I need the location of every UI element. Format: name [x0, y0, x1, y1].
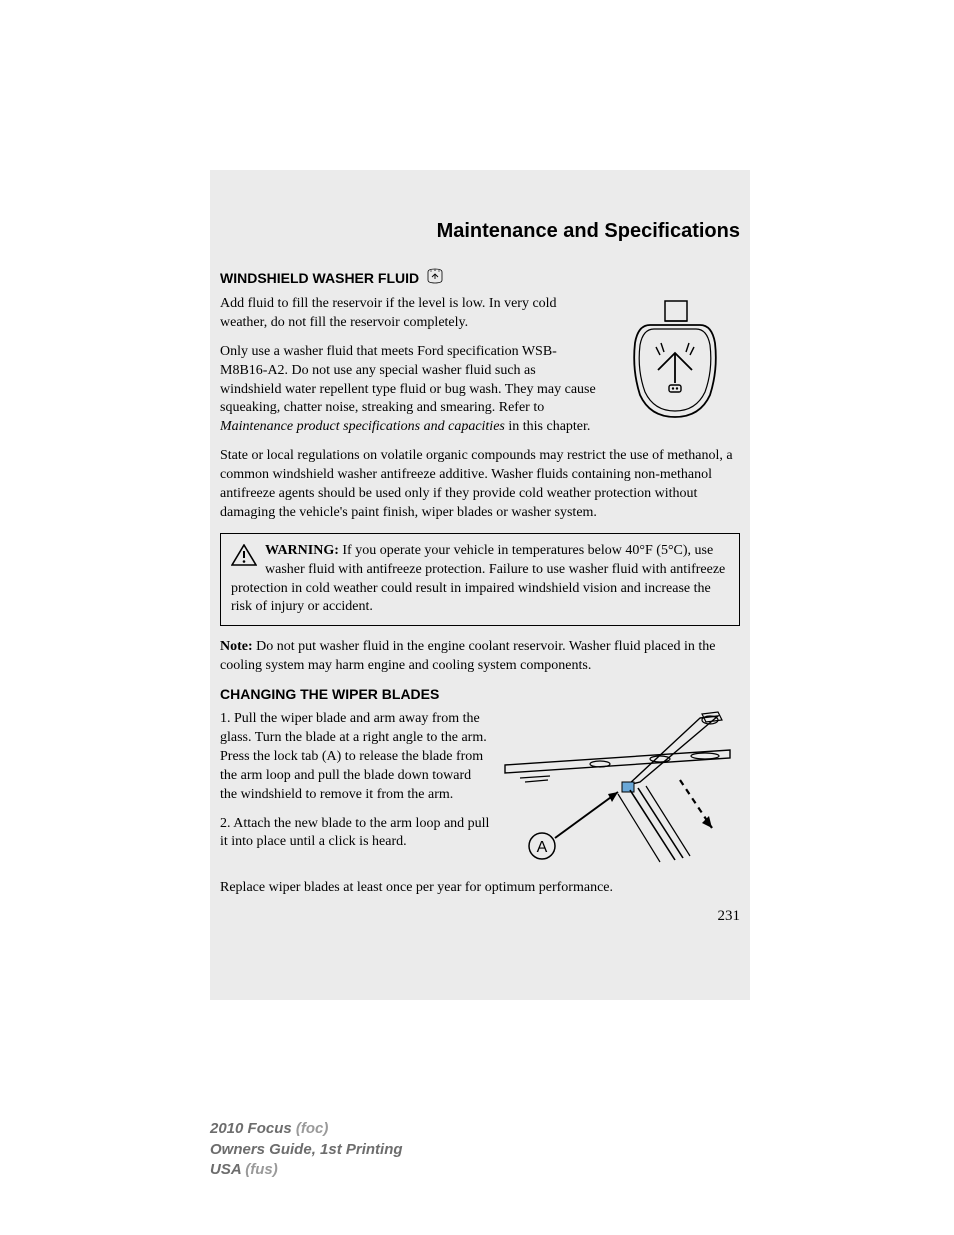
chapter-title: Maintenance and Specifications [220, 220, 740, 243]
footer: 2010 Focus (foc) Owners Guide, 1st Print… [210, 1119, 403, 1180]
footer-line-2: Owners Guide, 1st Printing [210, 1140, 403, 1160]
page-content: Maintenance and Specifications WINDSHIEL… [210, 220, 750, 925]
heading-text: CHANGING THE WIPER BLADES [220, 686, 439, 702]
text-run: in this chapter. [505, 419, 591, 434]
heading-text: WINDSHIELD WASHER FLUID [220, 270, 419, 286]
warning-triangle-icon [231, 544, 257, 573]
reservoir-cap-figure [610, 295, 740, 430]
footer-code: (foc) [296, 1120, 329, 1137]
footer-code: (fus) [245, 1161, 278, 1178]
page-number: 231 [220, 908, 740, 925]
warning-box: WARNING: If you operate your vehicle in … [220, 533, 740, 627]
footer-line-3: USA (fus) [210, 1160, 403, 1180]
section-heading-washer-fluid: WINDSHIELD WASHER FLUID [220, 268, 740, 287]
wiper-blade-block: A 1. Pull the wiper blade and arm away f… [220, 710, 740, 879]
note-paragraph: Note: Do not put washer fluid in the eng… [220, 638, 740, 676]
note-label: Note: [220, 639, 253, 654]
section-heading-wiper-blades: CHANGING THE WIPER BLADES [220, 686, 740, 702]
washer-fluid-icon [425, 268, 445, 287]
diagram-label-a: A [537, 839, 548, 856]
washer-fluid-block: Add fluid to fill the reservoir if the l… [220, 295, 740, 447]
text-run: Only use a washer fluid that meets Ford … [220, 344, 596, 416]
footer-region: USA [210, 1161, 245, 1178]
footer-model: 2010 Focus [210, 1120, 296, 1137]
note-text: Do not put washer fluid in the engine co… [220, 639, 715, 673]
body-paragraph: Replace wiper blades at least once per y… [220, 879, 740, 898]
text-run-italic: Maintenance product specifications and c… [220, 419, 505, 434]
wiper-blade-figure: A [500, 710, 740, 875]
body-paragraph: State or local regulations on volatile o… [220, 447, 740, 523]
footer-line-1: 2010 Focus (foc) [210, 1119, 403, 1139]
warning-label: WARNING: [265, 543, 339, 558]
